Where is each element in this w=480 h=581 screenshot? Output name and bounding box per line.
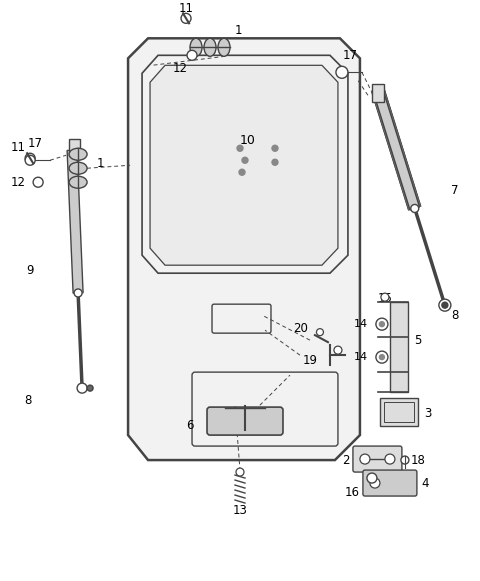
Text: 15: 15 (377, 292, 392, 304)
Polygon shape (373, 89, 420, 210)
Text: 17: 17 (28, 137, 43, 150)
Polygon shape (128, 38, 360, 460)
Circle shape (74, 289, 82, 297)
Text: 4: 4 (421, 476, 429, 490)
Circle shape (181, 13, 191, 23)
Polygon shape (150, 65, 338, 265)
Circle shape (401, 456, 409, 464)
FancyBboxPatch shape (353, 446, 402, 472)
Text: 14: 14 (354, 319, 368, 329)
Text: 7: 7 (451, 184, 458, 197)
Text: 18: 18 (410, 454, 425, 467)
Ellipse shape (218, 38, 230, 56)
Text: 10: 10 (240, 134, 256, 147)
Circle shape (379, 322, 384, 327)
Ellipse shape (69, 148, 87, 160)
Text: 6: 6 (186, 418, 194, 432)
Circle shape (237, 145, 243, 151)
Circle shape (25, 155, 35, 165)
Circle shape (236, 468, 244, 476)
Circle shape (316, 329, 324, 336)
Text: 5: 5 (414, 333, 421, 347)
Ellipse shape (69, 162, 87, 174)
Circle shape (336, 66, 348, 78)
Text: 1: 1 (234, 24, 242, 37)
Text: 12: 12 (172, 62, 188, 75)
Ellipse shape (190, 38, 202, 56)
Circle shape (411, 205, 419, 213)
Text: 12: 12 (11, 175, 25, 189)
Circle shape (370, 478, 380, 488)
Bar (69, 139, 80, 156)
Bar (384, 402, 414, 422)
Text: 14: 14 (354, 352, 368, 362)
FancyBboxPatch shape (363, 470, 417, 496)
Circle shape (439, 299, 451, 311)
FancyBboxPatch shape (207, 407, 283, 435)
Text: 9: 9 (26, 264, 34, 277)
Text: 8: 8 (24, 393, 32, 407)
Bar (380, 398, 418, 426)
Circle shape (33, 177, 43, 187)
Circle shape (381, 293, 389, 301)
Text: 16: 16 (345, 486, 360, 498)
Bar (372, 84, 384, 102)
Circle shape (385, 454, 395, 464)
Text: 13: 13 (233, 504, 247, 517)
Text: 17: 17 (342, 49, 358, 62)
Polygon shape (67, 150, 83, 293)
Circle shape (242, 157, 248, 163)
Circle shape (239, 169, 245, 175)
Bar (390, 302, 408, 392)
Ellipse shape (204, 38, 216, 56)
Text: 1: 1 (96, 157, 104, 170)
Circle shape (87, 385, 93, 391)
Circle shape (376, 318, 388, 330)
Circle shape (272, 159, 278, 165)
Circle shape (379, 354, 384, 360)
Text: 8: 8 (451, 309, 458, 322)
Text: 19: 19 (303, 354, 318, 367)
Circle shape (376, 351, 388, 363)
Circle shape (442, 302, 448, 308)
Text: 11: 11 (11, 141, 25, 154)
Text: 11: 11 (179, 2, 193, 15)
Circle shape (77, 383, 87, 393)
Ellipse shape (69, 176, 87, 188)
Circle shape (25, 153, 35, 163)
Circle shape (187, 51, 197, 60)
Text: 3: 3 (424, 407, 432, 419)
Circle shape (272, 145, 278, 151)
Text: 2: 2 (342, 454, 350, 467)
Text: 20: 20 (293, 322, 308, 335)
Circle shape (360, 454, 370, 464)
Circle shape (367, 473, 377, 483)
Circle shape (334, 346, 342, 354)
